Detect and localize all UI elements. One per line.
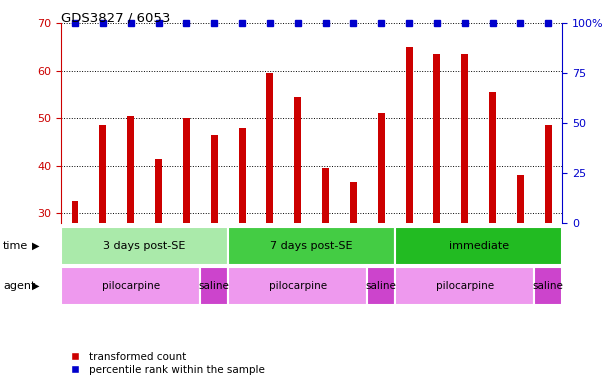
Text: ▶: ▶ (32, 281, 39, 291)
Text: saline: saline (366, 281, 397, 291)
Text: agent: agent (3, 281, 35, 291)
Text: pilocarpine: pilocarpine (436, 281, 494, 291)
Text: time: time (3, 241, 28, 251)
Text: 7 days post-SE: 7 days post-SE (270, 241, 353, 251)
Bar (295, 97, 301, 356)
Bar (228, 267, 367, 305)
Text: pilocarpine: pilocarpine (269, 281, 327, 291)
Text: pilocarpine: pilocarpine (101, 281, 159, 291)
Bar (367, 267, 395, 305)
Bar (322, 168, 329, 356)
Bar (517, 175, 524, 356)
Bar (433, 54, 441, 356)
Bar (127, 116, 134, 356)
Text: 3 days post-SE: 3 days post-SE (103, 241, 186, 251)
Legend: transformed count, percentile rank within the sample: transformed count, percentile rank withi… (60, 348, 269, 379)
Text: saline: saline (533, 281, 563, 291)
Bar (200, 267, 228, 305)
Bar (395, 227, 562, 265)
Bar (395, 267, 534, 305)
Text: saline: saline (199, 281, 230, 291)
Text: immediate: immediate (448, 241, 509, 251)
Bar (155, 159, 162, 356)
Bar (211, 135, 218, 356)
Bar (489, 92, 496, 356)
Bar (266, 73, 273, 356)
Bar (238, 127, 246, 356)
Bar (61, 267, 200, 305)
Bar (183, 118, 190, 356)
Bar (228, 227, 395, 265)
Bar (350, 182, 357, 356)
Bar (71, 201, 78, 356)
Bar (100, 125, 106, 356)
Bar (461, 54, 468, 356)
Bar (406, 47, 412, 356)
Text: ▶: ▶ (32, 241, 39, 251)
Bar (545, 125, 552, 356)
Bar (534, 267, 562, 305)
Bar (378, 113, 385, 356)
Bar (61, 227, 228, 265)
Text: GDS3827 / 6053: GDS3827 / 6053 (61, 12, 170, 25)
